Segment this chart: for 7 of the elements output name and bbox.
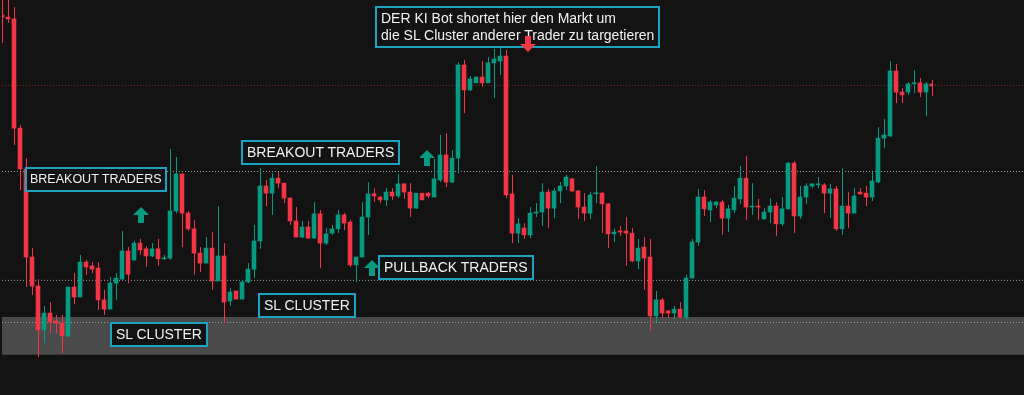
annotation: PULLBACK TRADERS bbox=[378, 255, 534, 280]
candlestick bbox=[911, 69, 917, 94]
annotation: SL CLUSTER bbox=[258, 293, 356, 318]
annotation: SL CLUSTER bbox=[110, 322, 208, 347]
annotation: BREAKOUT TRADERS bbox=[241, 140, 401, 165]
annotation: DER KI Bot shortet hier den Markt um die SL Cluster anderer Trader zu targetieren bbox=[375, 6, 661, 48]
annotation: BREAKOUT TRADERS bbox=[25, 167, 167, 192]
